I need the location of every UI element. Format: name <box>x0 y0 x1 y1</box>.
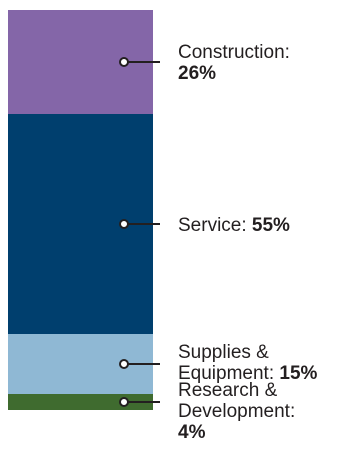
value-supplies-and-equipment: 15% <box>279 363 317 384</box>
value-research-and-development: 4% <box>178 422 206 443</box>
marker-dot-research-and-development <box>119 397 129 407</box>
marker-dot-construction <box>119 57 129 67</box>
callouts: Construction: 26% Service: 55% Supplies & Eq… <box>119 42 318 443</box>
label-line: Supplies & <box>178 342 269 363</box>
marker-dot-supplies-and-equipment <box>119 359 129 369</box>
label-line: Research & <box>178 380 278 401</box>
marker-dot-service <box>119 219 129 229</box>
bar-segment-research-and-development <box>8 394 153 410</box>
label-line: Construction: <box>178 42 290 63</box>
label-supplies-and-equipment: Supplies & Equipment: 15% <box>178 342 318 384</box>
value-service: 55% <box>252 215 290 236</box>
label-construction: Construction: 26% <box>178 42 290 84</box>
label-line: Development: <box>178 401 295 422</box>
label-research-and-development: Research & Development: 4% <box>178 380 295 443</box>
label-line: Equipment: <box>178 363 279 384</box>
label-line: Service: <box>178 215 252 236</box>
bar-segments <box>8 10 153 410</box>
label-service: Service: 55% <box>178 215 290 236</box>
value-construction: 26% <box>178 63 216 84</box>
